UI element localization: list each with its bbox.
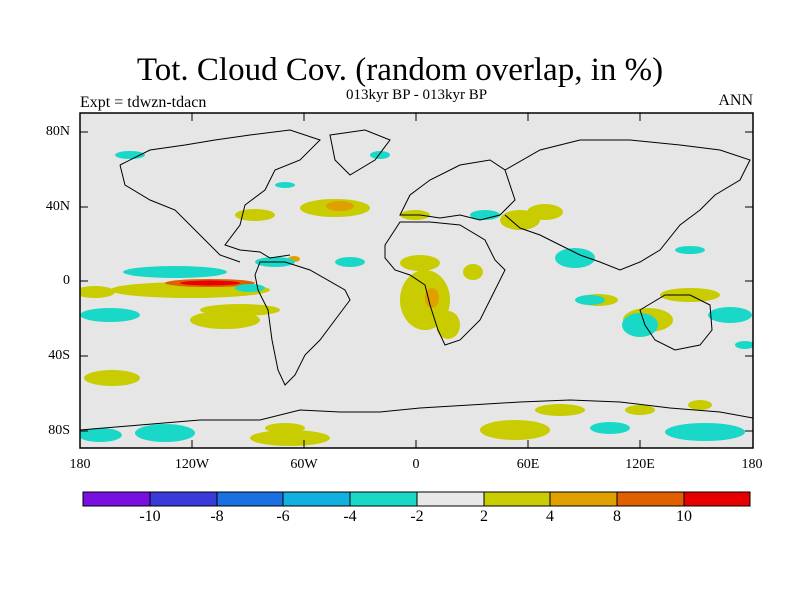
- lat-label-80s: 80S: [48, 423, 70, 438]
- colorbar-box-9: [616, 491, 685, 507]
- lon-label-60e: 60E: [516, 457, 540, 472]
- colorbar-box-4: [282, 491, 351, 507]
- lat-ticks: [80, 131, 753, 432]
- colorbar-label: -6: [276, 508, 290, 525]
- colorbar-label: -2: [410, 508, 424, 525]
- lon-label-180w: 180: [69, 457, 91, 472]
- positive-anomaly-patches: [80, 199, 720, 446]
- lon-label-60w: 60W: [290, 457, 318, 472]
- colorbar-box-8: [549, 491, 618, 507]
- season-label: ANN: [718, 92, 753, 109]
- negative-anomaly-patches: [80, 151, 753, 442]
- colorbar-label: 8: [613, 508, 621, 525]
- colorbar-label: -8: [210, 508, 224, 525]
- moderate-positive-patches: [288, 201, 439, 308]
- coastlines: [80, 129, 753, 431]
- colorbar-box-7: [483, 491, 551, 507]
- lat-label-0: 0: [63, 273, 70, 288]
- colorbar: [82, 491, 751, 507]
- experiment-label: Expt = tdwzn-tdacn: [80, 94, 207, 111]
- colorbar-label: 10: [676, 508, 692, 525]
- colorbar-label: 4: [546, 508, 554, 525]
- lat-label-80n: 80N: [45, 124, 70, 139]
- lon-label-0: 0: [412, 457, 420, 472]
- lon-label-120e: 120E: [625, 457, 655, 472]
- lat-label-40n: 40N: [45, 199, 70, 214]
- colorbar-box-5: [349, 491, 418, 507]
- colorbar-label: -10: [139, 508, 161, 525]
- plot-title: Tot. Cloud Cov. (random overlap, in %): [136, 52, 664, 88]
- colorbar-box-1: [82, 491, 151, 507]
- colorbar-box-10: [683, 491, 751, 507]
- lon-label-180e: 180: [741, 457, 763, 472]
- max-positive-patch: [180, 280, 240, 286]
- plot-subtitle: 013kyr BP - 013kyr BP: [345, 87, 488, 103]
- colorbar-label: -4: [343, 508, 357, 525]
- colorbar-label: 2: [480, 508, 488, 525]
- colorbar-box-3: [216, 491, 284, 507]
- colorbar-box-2: [149, 491, 218, 507]
- lat-label-40s: 40S: [48, 348, 70, 363]
- colorbar-box-6: [416, 491, 485, 507]
- lon-ticks: [191, 113, 641, 448]
- lon-label-120w: 120W: [174, 457, 210, 472]
- anomaly-field: [80, 129, 753, 446]
